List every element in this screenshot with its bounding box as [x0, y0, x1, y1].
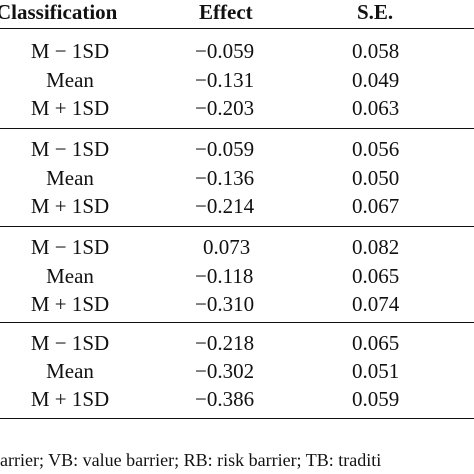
table-row: M − 1SD −0.059 0.056 — [0, 136, 474, 165]
cell-classification: M − 1SD — [30, 39, 110, 63]
cell-effect: −0.218 — [195, 331, 255, 355]
header-classification: Classification — [0, 0, 118, 24]
cell-classification: M + 1SD — [30, 292, 110, 316]
cell-classification: M + 1SD — [30, 194, 110, 218]
header-se: S.E. — [357, 0, 394, 24]
group-divider — [0, 226, 474, 227]
table-row: M + 1SD −0.386 0.059 — [0, 386, 474, 415]
group-divider — [0, 128, 474, 129]
cell-se: 0.065 — [352, 264, 400, 288]
cell-effect: −0.203 — [195, 96, 255, 120]
cell-effect: −0.118 — [195, 264, 254, 288]
cell-classification: M − 1SD — [30, 331, 110, 355]
table-row: Mean −0.302 0.051 — [0, 358, 474, 387]
cell-se: 0.065 — [352, 331, 400, 355]
cell-se: 0.074 — [352, 292, 400, 316]
cell-se: 0.058 — [352, 39, 400, 63]
table-row: M + 1SD −0.203 0.063 — [0, 95, 474, 124]
cell-effect: −0.059 — [195, 39, 255, 63]
table-header: Classification Effect S.E. — [0, 0, 474, 26]
table-footnote: arrier; VB: value barrier; RB: risk barr… — [0, 450, 382, 470]
cell-se: 0.056 — [352, 137, 400, 161]
cell-effect: −0.136 — [195, 166, 255, 190]
cell-classification: M + 1SD — [30, 387, 110, 411]
cell-se: 0.067 — [352, 194, 400, 218]
table-row: Mean −0.118 0.065 — [0, 263, 474, 292]
cell-se: 0.051 — [352, 359, 400, 383]
cell-classification: M − 1SD — [30, 235, 110, 259]
cell-effect: 0.073 — [203, 235, 251, 259]
table-row: M − 1SD −0.059 0.058 — [0, 38, 474, 67]
table-row: M − 1SD −0.218 0.065 — [0, 330, 474, 359]
cell-classification: Mean — [46, 68, 94, 92]
cell-effect: −0.214 — [195, 194, 255, 218]
table-bottom-rule — [0, 418, 474, 419]
cell-classification: Mean — [46, 166, 94, 190]
table-row: Mean −0.136 0.050 — [0, 165, 474, 194]
cell-se: 0.049 — [352, 68, 400, 92]
table-row: Mean −0.131 0.049 — [0, 67, 474, 96]
table-row: M + 1SD −0.214 0.067 — [0, 193, 474, 222]
header-effect: Effect — [199, 0, 253, 24]
cell-se: 0.050 — [352, 166, 400, 190]
cell-effect: −0.131 — [195, 68, 255, 92]
table-row: M − 1SD 0.073 0.082 — [0, 234, 474, 263]
cell-classification: M + 1SD — [30, 96, 110, 120]
cell-effect: −0.302 — [195, 359, 255, 383]
cell-classification: Mean — [46, 264, 94, 288]
cell-effect: −0.310 — [195, 292, 255, 316]
cell-se: 0.082 — [352, 235, 400, 259]
cell-se: 0.063 — [352, 96, 400, 120]
group-divider — [0, 322, 474, 323]
cell-classification: Mean — [46, 359, 94, 383]
cell-effect: −0.059 — [195, 137, 255, 161]
cell-effect: −0.386 — [195, 387, 255, 411]
cell-classification: M − 1SD — [30, 137, 110, 161]
header-rule — [0, 28, 474, 29]
cell-se: 0.059 — [352, 387, 400, 411]
table-row: M + 1SD −0.310 0.074 — [0, 291, 474, 320]
